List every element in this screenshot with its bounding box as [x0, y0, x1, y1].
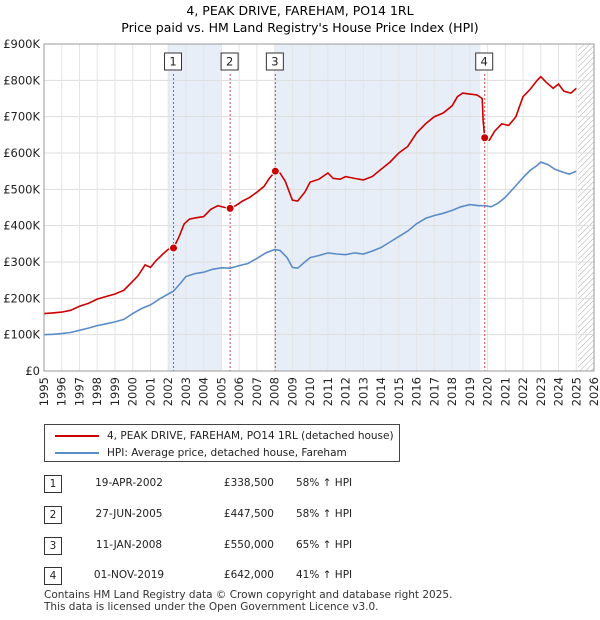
x-tick-label: 2005 — [214, 377, 228, 406]
sale-point — [270, 166, 280, 176]
sale-number-box — [220, 52, 239, 71]
x-tick-label: 1998 — [90, 377, 104, 406]
sale-hpi-change: 58% ↑ HPI — [296, 477, 353, 489]
sale-number-box — [475, 52, 494, 71]
x-tick-label: 2020 — [481, 377, 495, 406]
x-tick-label: 2012 — [339, 377, 353, 406]
x-tick-label: 2000 — [126, 377, 140, 406]
table-row: 1 19-APR-2002 £338,500 58% ↑ HPI — [44, 475, 404, 495]
sale-date: 27-JUN-2005 — [95, 508, 163, 520]
x-tick-label: 2014 — [374, 377, 388, 406]
x-tick-label: 2023 — [534, 377, 548, 406]
sale-point — [480, 133, 490, 143]
sale-date: 01-NOV-2019 — [93, 569, 165, 581]
sale-hpi-change: 65% ↑ HPI — [296, 539, 353, 551]
y-tick-label: £900K — [3, 37, 40, 51]
legend-label-property: 4, PEAK DRIVE, FAREHAM, PO14 1RL (detach… — [107, 430, 394, 442]
x-tick-label: 2009 — [285, 377, 299, 406]
table-row: 4 01-NOV-2019 £642,000 41% ↑ HPI — [44, 567, 404, 587]
x-tick-label: 2015 — [392, 377, 406, 406]
x-tick-label: 2004 — [197, 377, 211, 406]
sale-hpi-change: 58% ↑ HPI — [296, 508, 353, 520]
x-tick-label: 2007 — [250, 377, 264, 406]
property-series-line — [43, 75, 577, 315]
x-tick-label: 2022 — [516, 377, 530, 406]
table-row: 3 11-JAN-2008 £550,000 65% ↑ HPI — [44, 537, 404, 557]
footer-attribution: Contains HM Land Registry data © Crown c… — [44, 589, 453, 613]
footer-line-copyright: Contains HM Land Registry data © Crown c… — [44, 589, 453, 601]
y-tick-label: £200K — [3, 291, 40, 305]
sale-price: £642,000 — [223, 569, 274, 581]
chart-title: 4, PEAK DRIVE, FAREHAM, PO14 1RL — [186, 3, 413, 18]
legend: 4, PEAK DRIVE, FAREHAM, PO14 1RL (detach… — [44, 424, 400, 462]
legend-label-hpi: HPI: Average price, detached house, Fare… — [107, 447, 347, 459]
y-tick-label: £600K — [3, 146, 40, 160]
hpi-series-line — [43, 161, 577, 336]
sale-number-badge: 3 — [44, 537, 62, 555]
x-tick-label: 2013 — [356, 377, 370, 406]
y-tick-label: £800K — [3, 73, 40, 87]
x-tick-label: 2010 — [303, 377, 317, 406]
y-tick-label: £100K — [3, 328, 40, 342]
sale-number-label: 2 — [226, 55, 233, 69]
y-tick-label: £700K — [3, 110, 40, 124]
sale-number-badge: 4 — [44, 567, 62, 585]
legend-swatch-property — [55, 435, 99, 437]
x-tick-label: 1996 — [55, 377, 69, 406]
x-tick-label: 2017 — [427, 377, 441, 406]
x-tick-label: 2011 — [321, 377, 335, 406]
plot-frame — [43, 43, 595, 372]
legend-swatch-hpi — [55, 452, 99, 454]
sale-number-badge: 1 — [44, 475, 62, 493]
x-tick-label: 1999 — [108, 377, 122, 406]
sale-number-label: 1 — [169, 55, 176, 69]
sale-point — [225, 203, 235, 213]
sale-number-label: 4 — [481, 55, 488, 69]
table-row: 2 27-JUN-2005 £447,500 58% ↑ HPI — [44, 506, 404, 526]
sale-number-badge: 2 — [44, 506, 62, 524]
x-tick-label: 2018 — [445, 377, 459, 406]
x-tick-label: 2002 — [161, 377, 175, 406]
x-tick-label: 2019 — [463, 377, 477, 406]
x-tick-label: 1997 — [72, 377, 86, 406]
shaded-period-1 — [168, 44, 222, 371]
y-tick-label: £0 — [25, 364, 40, 378]
sale-number-box — [265, 52, 284, 71]
x-tick-label: 1995 — [37, 377, 51, 406]
x-tick-label: 2008 — [268, 377, 282, 406]
chart-subtitle: Price paid vs. HM Land Registry's House … — [121, 20, 478, 35]
sale-point — [169, 243, 179, 253]
sale-number-label: 3 — [271, 55, 278, 69]
x-tick-label: 2016 — [410, 377, 424, 406]
y-tick-label: £400K — [3, 219, 40, 233]
sale-hpi-change: 41% ↑ HPI — [296, 569, 353, 581]
y-tick-label: £300K — [3, 255, 40, 269]
future-hatch-region — [578, 44, 594, 371]
sale-date: 11-JAN-2008 — [95, 539, 163, 551]
sale-price: £550,000 — [223, 539, 274, 551]
shaded-period-2 — [274, 44, 481, 371]
sale-date: 19-APR-2002 — [95, 477, 163, 489]
x-tick-label: 2001 — [143, 377, 157, 406]
x-tick-label: 2026 — [587, 377, 600, 406]
x-tick-label: 2003 — [179, 377, 193, 406]
x-tick-label: 2021 — [498, 377, 512, 406]
x-tick-label: 2006 — [232, 377, 246, 406]
y-tick-label: £500K — [3, 182, 40, 196]
sale-price: £338,500 — [223, 477, 274, 489]
x-tick-label: 2025 — [569, 377, 583, 406]
sale-number-box — [164, 52, 183, 71]
footer-line-licence: This data is licensed under the Open Gov… — [44, 600, 379, 613]
sale-price: £447,500 — [223, 508, 274, 520]
price-chart: 4, PEAK DRIVE, FAREHAM, PO14 1RL Price p… — [3, 3, 600, 406]
x-tick-label: 2024 — [552, 377, 566, 406]
